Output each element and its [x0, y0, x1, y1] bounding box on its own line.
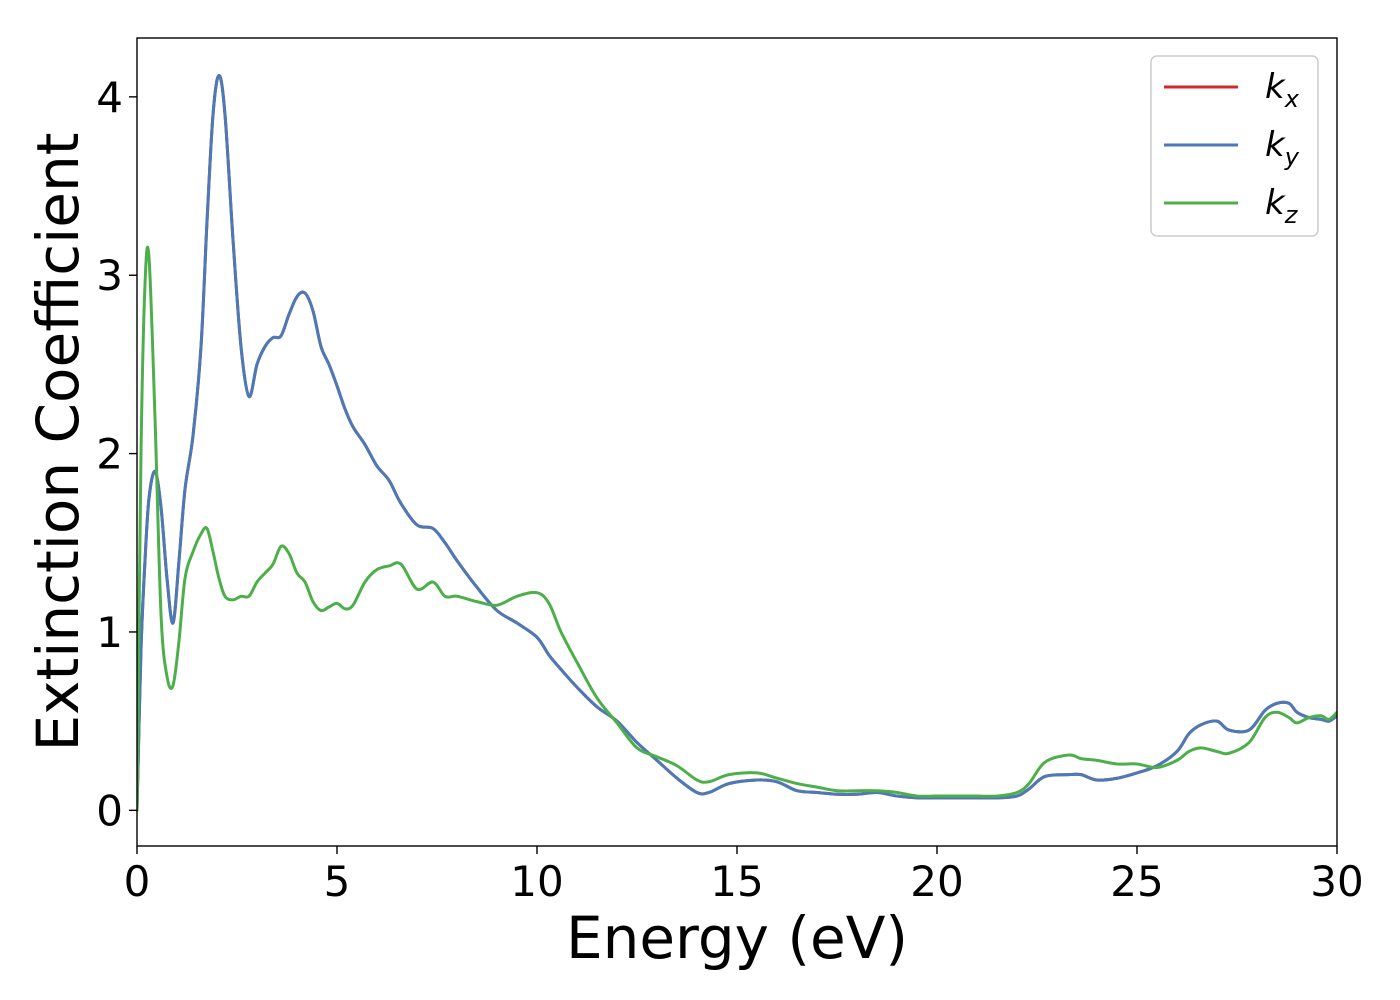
legend-label-ky: ky	[1265, 125, 1300, 171]
x-axis-ticks: 0 5 10 15 20 25 30	[124, 846, 1364, 906]
legend-label-kx: kx	[1265, 67, 1300, 113]
x-tick-label: 0	[124, 857, 151, 906]
legend: kx ky kz	[1150, 55, 1319, 237]
series-layer	[137, 73, 1337, 812]
x-tick-label: 5	[324, 857, 351, 906]
y-axis-label: Extinction Coefficient	[24, 133, 92, 752]
x-axis-label: Energy (eV)	[566, 904, 908, 972]
legend-label-kz: kz	[1265, 183, 1299, 229]
y-tick-label: 0	[96, 786, 123, 835]
x-tick-label: 20	[910, 857, 963, 906]
series-line-kz	[137, 245, 1337, 812]
y-tick-label: 2	[96, 430, 123, 479]
y-axis-ticks: 0 1 2 3 4	[96, 73, 137, 835]
x-tick-label: 25	[1110, 857, 1163, 906]
y-tick-label: 4	[96, 73, 123, 122]
x-tick-label: 10	[510, 857, 563, 906]
series-line-ky	[137, 73, 1337, 812]
y-tick-label: 3	[96, 251, 123, 300]
x-tick-label: 15	[710, 857, 763, 906]
y-tick-label: 1	[96, 608, 123, 657]
x-tick-label: 30	[1310, 857, 1363, 906]
